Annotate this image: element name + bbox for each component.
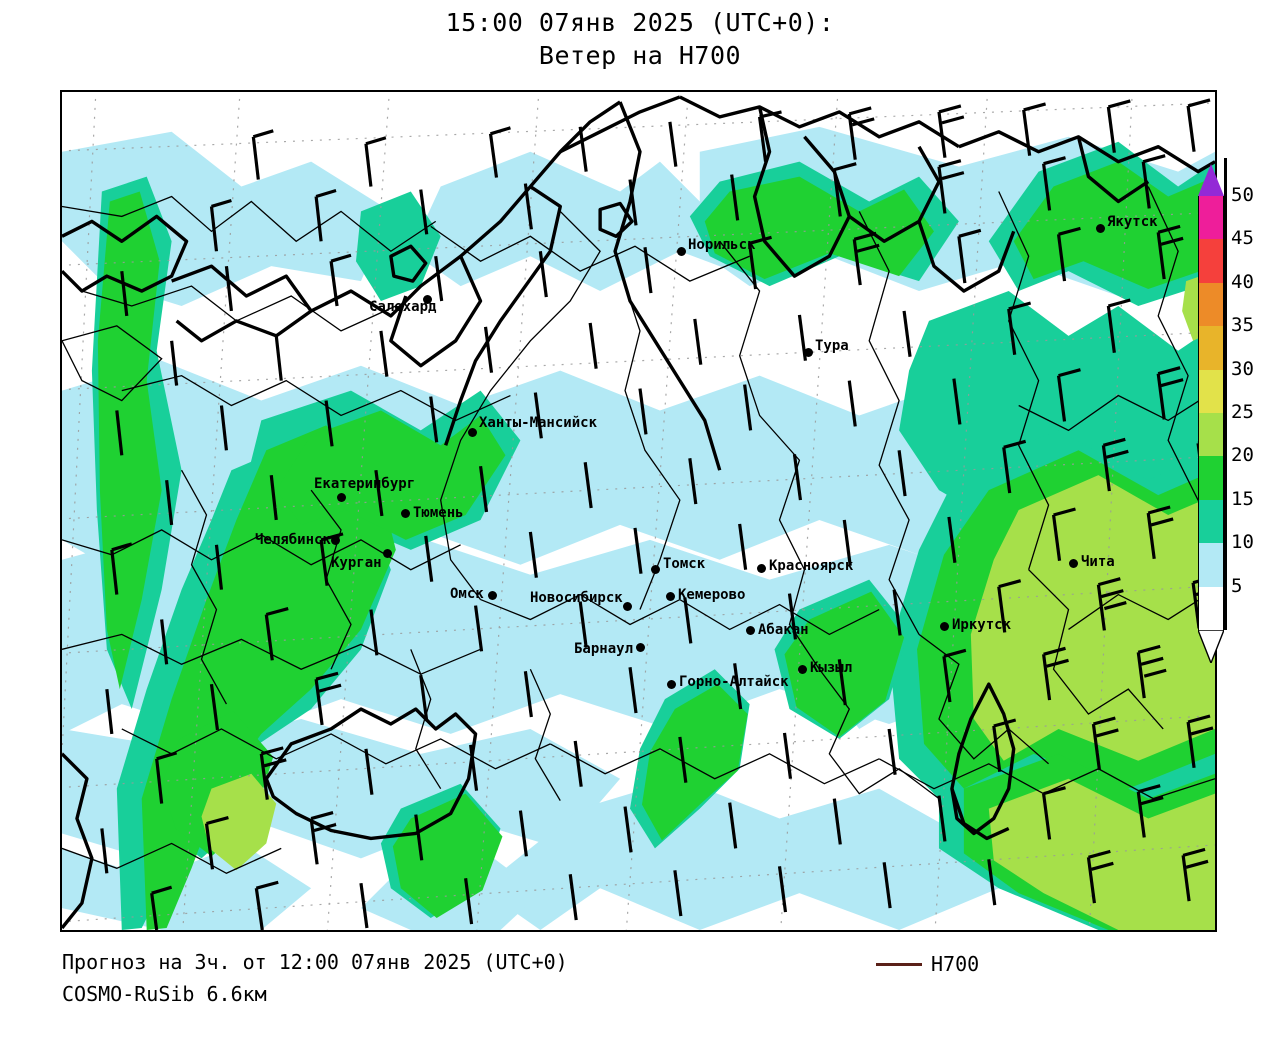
city-dot-icon (940, 622, 949, 631)
city-label: Ханты-Мансийск (479, 415, 598, 431)
city-dot-icon (666, 592, 675, 601)
colorbar-band (1198, 196, 1224, 240)
coastlines (62, 95, 1215, 930)
city-label: Чита (1081, 554, 1115, 570)
city-label: Барнаул (574, 641, 634, 657)
city-dot-icon (1096, 224, 1105, 233)
wind-barbs (100, 98, 1215, 930)
city-label: Салехард (369, 299, 437, 315)
city-dot-icon (757, 564, 766, 573)
city-dot-icon (746, 626, 755, 635)
colorbar-bottom-arrow (1198, 630, 1224, 663)
city-dot-icon (337, 493, 346, 502)
city-label: Иркутск (952, 617, 1012, 633)
city-label: Кызыл (810, 660, 853, 676)
city-label: Челябинск (255, 532, 331, 548)
city-dot-icon (804, 348, 813, 357)
city-label: Екатеринбург (314, 476, 416, 492)
colorbar-tick-label: 5 (1231, 574, 1243, 597)
colorbar[interactable] (1198, 164, 1224, 663)
city-label: Омск (450, 586, 484, 602)
city-dot-icon (401, 509, 410, 518)
city-dot-icon (1069, 559, 1078, 568)
model-info: COSMO-RuSib 6.6км (62, 982, 267, 1006)
legend-label: H700 (931, 952, 980, 976)
city-label: Абакан (758, 622, 809, 638)
colorbar-band (1198, 586, 1224, 630)
city-label: Якутск (1107, 214, 1158, 230)
colorbar-tick-label: 50 (1231, 184, 1254, 206)
city-dot-icon (623, 602, 632, 611)
colorbar-tick-label: 20 (1231, 444, 1254, 467)
colorbar-band (1198, 499, 1224, 544)
legend-entry: H700 (876, 952, 979, 976)
city-label: Томск (663, 556, 706, 572)
city-dot-icon (331, 536, 340, 545)
colorbar-band (1198, 413, 1224, 457)
city-dot-icon (667, 680, 676, 689)
city-dot-icon (651, 565, 660, 574)
city-label: Тура (815, 338, 849, 354)
colorbar-axis (1224, 158, 1227, 630)
city-dot-icon (677, 247, 686, 256)
city-dot-icon (488, 591, 497, 600)
colorbar-band (1198, 456, 1224, 500)
city-label: Кемерово (678, 587, 746, 603)
colorbar-band (1198, 326, 1224, 370)
page-title-variable: Ветер на H700 (538, 41, 742, 70)
city-dot-icon (383, 549, 392, 558)
colorbar-tick-label: 15 (1231, 487, 1254, 510)
city-dot-icon (468, 428, 477, 437)
city-label: Новосибирск (530, 590, 623, 606)
colorbar-tick-label: 35 (1231, 314, 1254, 337)
colorbar-tick-label: 10 (1231, 531, 1254, 554)
colorbar-band (1198, 369, 1224, 413)
forecast-info: Прогноз на 3ч. от 12:00 07янв 2025 (UTC+… (62, 950, 568, 974)
city-label: Курган (331, 555, 382, 571)
colorbar-tick-label: 25 (1231, 401, 1254, 423)
graticule (62, 92, 1215, 930)
weather-map[interactable]: Салехард Норильск Тура Якутск Ханты-Мансийск… (60, 90, 1217, 932)
city-dot-icon (798, 665, 807, 674)
map-canvas (62, 92, 1215, 930)
page-title-datetime: 15:00 07янв 2025 (UTC+0): (445, 8, 835, 37)
city-label: Горно-Алтайск (679, 674, 789, 690)
city-dot-icon (423, 295, 432, 304)
colorbar-top-arrow (1198, 164, 1224, 196)
colorbar-band (1198, 282, 1224, 327)
city-label: Тюмень (413, 505, 464, 521)
colorbar-band (1198, 543, 1224, 587)
colorbar-tick-label: 40 (1231, 270, 1254, 293)
admin-borders (62, 186, 1215, 874)
colorbar-band (1198, 239, 1224, 283)
title-block: 15:00 07янв 2025 (UTC+0): Ветер на H700 (0, 8, 1280, 71)
city-label: Красноярск (769, 558, 854, 574)
colorbar-tick-label: 30 (1231, 357, 1254, 380)
city-dot-icon (636, 643, 645, 652)
city-label: Норильск (688, 237, 756, 253)
colorbar-tick-label: 45 (1231, 227, 1254, 250)
legend-line-swatch (876, 962, 922, 966)
